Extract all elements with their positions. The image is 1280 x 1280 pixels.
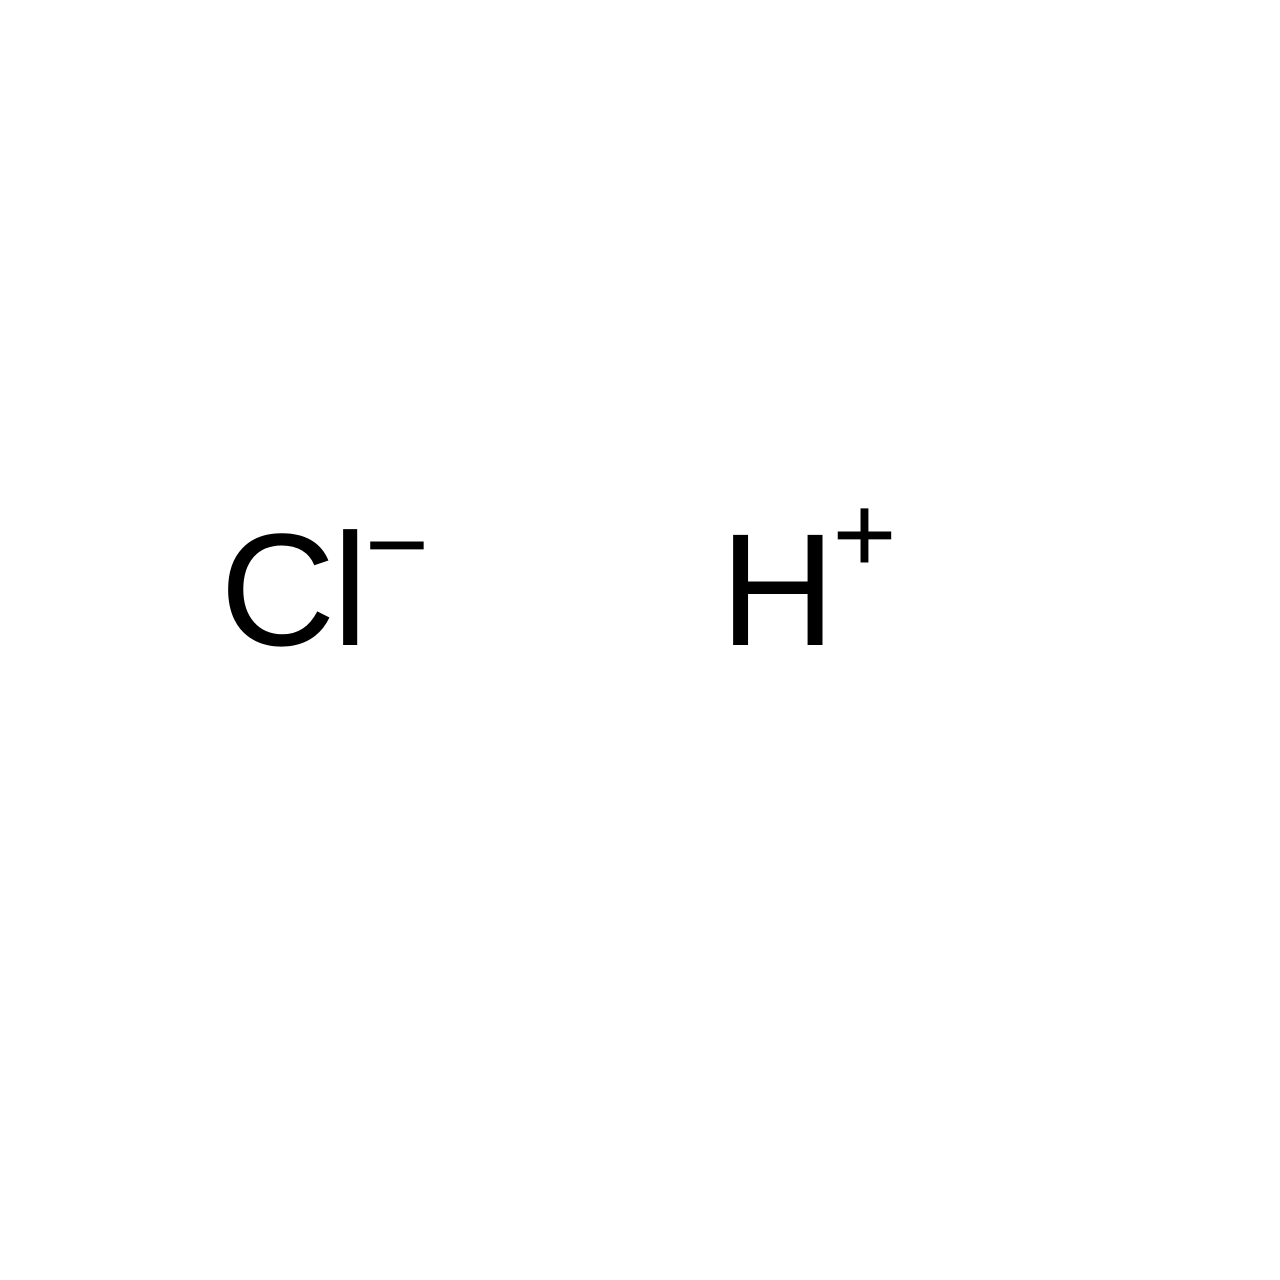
hydrogen-ion: H + [720,510,897,670]
chloride-symbol: Cl [220,510,365,670]
hydrogen-charge: + [832,480,896,590]
chloride-charge: − [365,490,429,600]
chloride-ion: Cl − [220,510,429,670]
hydrogen-symbol: H [720,510,832,670]
